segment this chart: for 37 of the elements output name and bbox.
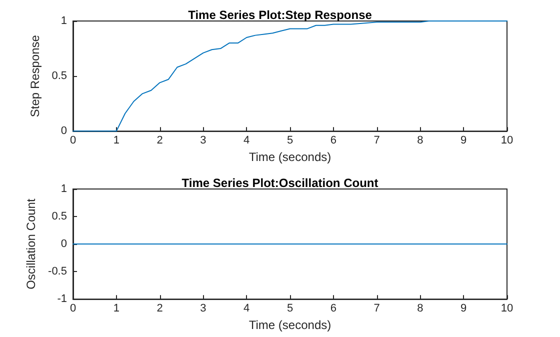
x-tick-label: 5 [286,134,294,147]
x-tick-label: 9 [460,302,467,315]
y-tick-label: 1 [60,15,67,27]
x-tick-label: 1 [113,302,120,315]
chart-title: Time Series Plot:Step Response [188,8,372,22]
y-tick-label: 0.5 [52,70,67,82]
x-tick-label: 4 [244,134,250,147]
x-tick-label: 8 [417,302,424,315]
y-axis-title: Oscillation Count [24,198,38,290]
x-tick-label: 10 [500,134,514,147]
y-tick-label: 1 [60,183,67,195]
x-tick-label: 0 [70,134,76,147]
x-tick-label: 8 [417,134,424,147]
x-tick-label: 4 [244,302,250,315]
x-tick-label: 3 [200,134,206,147]
y-tick-label: -0.5 [48,266,67,278]
line-series [72,20,508,132]
x-tick-label: 10 [500,302,514,315]
x-tick-label: 7 [374,134,380,147]
x-tick-label: 2 [156,302,163,315]
x-tick-label: 2 [156,134,163,147]
x-axis-title: Time (seconds) [248,150,332,164]
x-tick-label: 9 [460,134,467,147]
chart-title: Time Series Plot:Oscillation Count [182,176,378,190]
y-tick-label: 0.5 [52,210,67,223]
y-tick-label: -1 [57,293,67,306]
x-tick-label: 5 [286,302,294,315]
x-axis-title: Time (seconds) [248,318,332,332]
y-tick-label: 0 [60,238,67,250]
x-tick-label: 0 [70,302,76,315]
y-axis-title: Step Response [28,34,42,118]
x-tick-label: 6 [330,302,336,315]
x-tick-label: 1 [113,134,120,147]
x-tick-label: 7 [374,302,380,315]
x-tick-label: 3 [200,302,206,315]
y-tick-label: 0 [60,125,67,138]
x-tick-label: 6 [330,134,336,147]
